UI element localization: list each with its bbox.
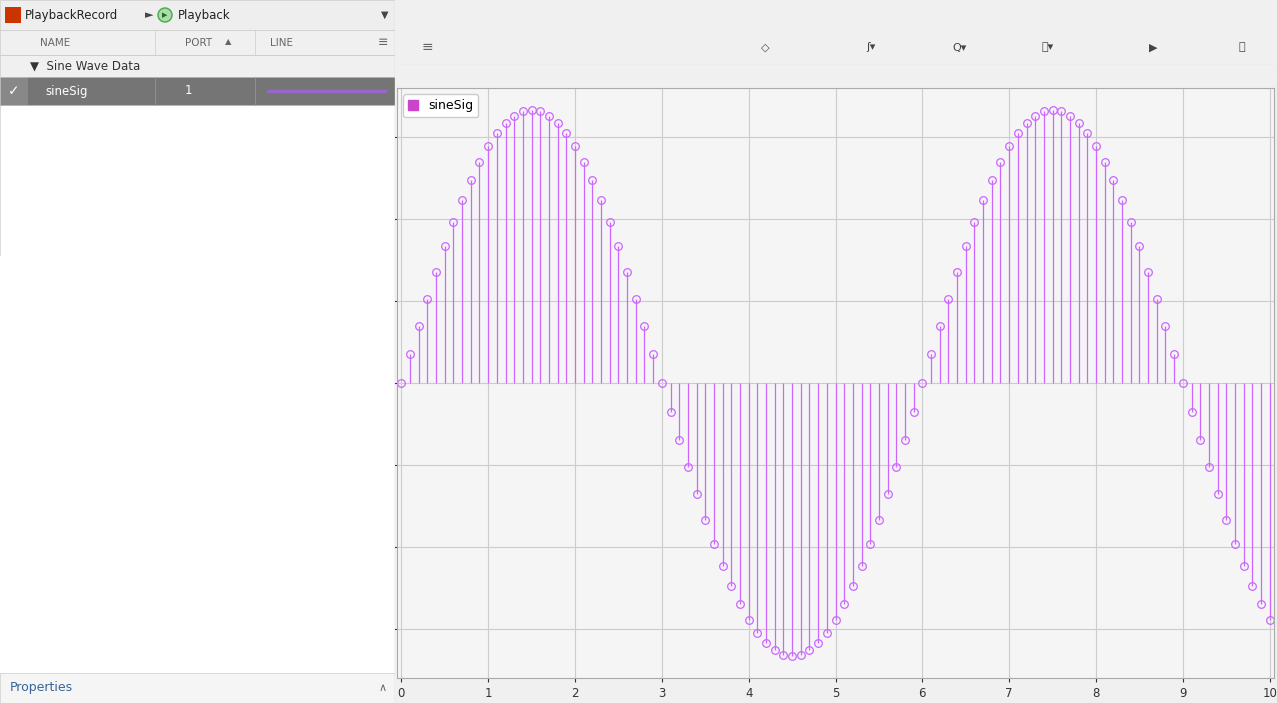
Text: 1: 1 [185, 84, 193, 98]
Text: ∧: ∧ [379, 683, 387, 693]
Text: ▼: ▼ [382, 10, 388, 20]
Text: ▶: ▶ [162, 12, 167, 18]
Text: ✓: ✓ [8, 84, 20, 98]
Bar [0, 0, 395, 30]
Text: Q▾: Q▾ [953, 42, 967, 53]
Text: 📷: 📷 [1239, 42, 1245, 53]
Text: sineSig: sineSig [45, 84, 88, 98]
Legend: sineSig: sineSig [404, 94, 479, 117]
Text: ⬜▾: ⬜▾ [1042, 42, 1054, 53]
Bar [0, 673, 395, 703]
Bar [0, 105, 395, 703]
Bar [0, 77, 395, 105]
Text: ◇: ◇ [761, 42, 770, 53]
Bar [0, 77, 28, 105]
Bar [0, 30, 395, 55]
Text: LINE: LINE [269, 37, 292, 48]
Text: ▼  Sine Wave Data: ▼ Sine Wave Data [29, 60, 140, 72]
Text: PORT: PORT [185, 37, 212, 48]
Text: ʃ▾: ʃ▾ [867, 42, 876, 53]
Text: ►: ► [146, 10, 153, 20]
Text: ▲: ▲ [225, 37, 231, 46]
Text: ▶: ▶ [1149, 42, 1158, 53]
Text: NAME: NAME [40, 37, 70, 48]
Text: ≡: ≡ [421, 41, 433, 55]
Text: Properties: Properties [10, 681, 73, 695]
Bar [5, 7, 20, 23]
Text: ≡: ≡ [378, 36, 388, 49]
Text: Playback: Playback [178, 8, 231, 22]
Text: PlaybackRecord: PlaybackRecord [26, 8, 119, 22]
Circle shape [158, 8, 172, 22]
